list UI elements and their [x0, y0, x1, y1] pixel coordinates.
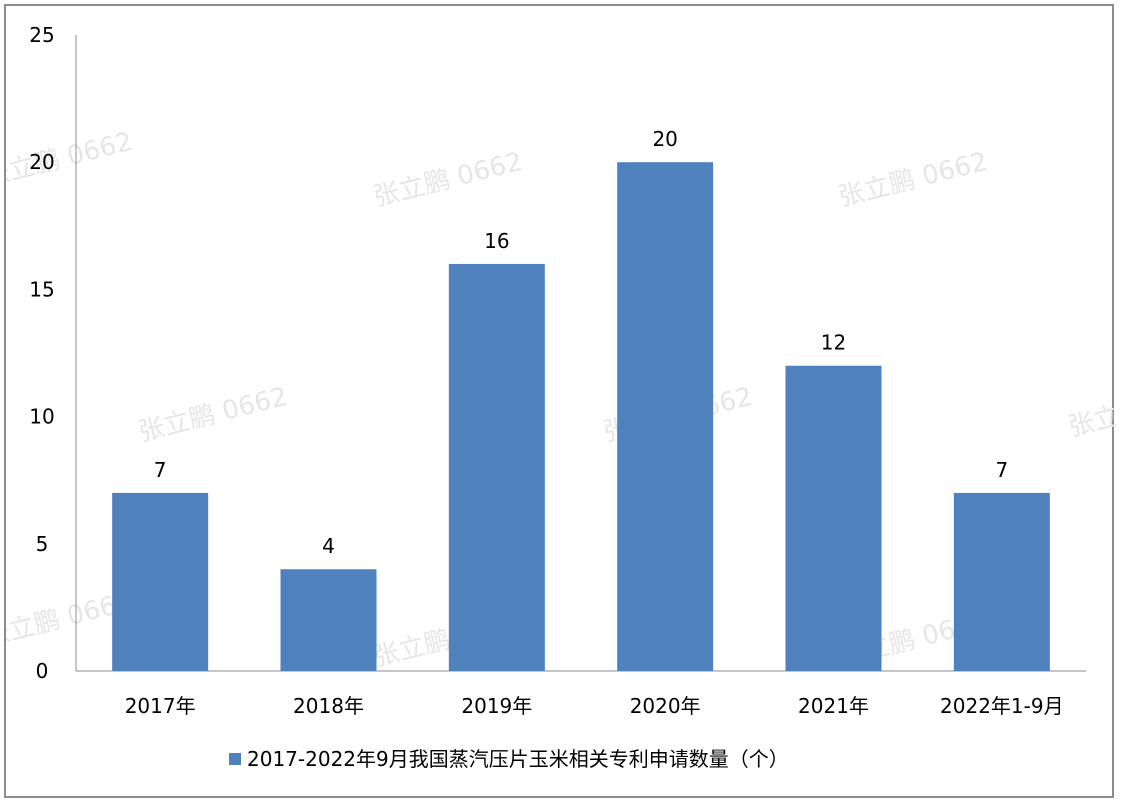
data-label: 7 [154, 458, 167, 482]
y-tick-label: 20 [29, 150, 54, 174]
x-tick-label: 2018年 [293, 694, 364, 718]
data-labels: 7 4 16 20 12 7 [154, 127, 1008, 558]
bar-chart: 张立鹏 0662 张立鹏 0662 张立鹏 0662 张立鹏 0662 张立鹏 0662… [0, 23, 1126, 771]
legend-swatch [229, 753, 241, 765]
watermark-text: 张立鹏 0662 [835, 147, 990, 213]
data-label: 4 [322, 534, 335, 558]
legend: 2017-2022年9月我国蒸汽压片玉米相关专利申请数量（个） [229, 747, 789, 771]
watermark-text: 张立鹏 0662 [1065, 377, 1116, 443]
x-tick-label: 2021年 [798, 694, 869, 718]
bars [112, 162, 1050, 671]
x-tick-label: 2022年1-9月 [940, 694, 1064, 718]
bar [448, 263, 545, 671]
data-label: 16 [484, 229, 509, 253]
x-tick-label: 2020年 [630, 694, 701, 718]
x-tick-label: 2019年 [461, 694, 532, 718]
bar [112, 492, 209, 671]
bar [280, 569, 377, 671]
data-label: 12 [821, 331, 846, 355]
legend-label: 2017-2022年9月我国蒸汽压片玉米相关专利申请数量（个） [247, 747, 789, 771]
bar [953, 492, 1050, 671]
y-tick-label: 15 [29, 277, 54, 301]
chart-frame: 张立鹏 0662 张立鹏 0662 张立鹏 0662 张立鹏 0662 张立鹏 0662… [0, 4, 1126, 798]
axes: 0 5 10 15 20 25 2017年 2018年 2019年 2020年 2021年 2022年… [29, 23, 1086, 718]
data-label: 7 [995, 458, 1008, 482]
y-tick-label: 0 [36, 659, 49, 683]
bar [785, 365, 882, 671]
data-label: 20 [652, 127, 677, 151]
watermark-text: 张立鹏 0662 [370, 147, 525, 213]
x-tick-label: 2017年 [125, 694, 196, 718]
watermark-text: 张立鹏 0662 [6, 127, 136, 193]
y-tick-label: 25 [29, 23, 54, 47]
y-tick-label: 10 [29, 405, 54, 429]
watermark-text: 张立鹏 0662 [135, 382, 290, 448]
y-tick-label: 5 [36, 532, 49, 556]
bar [617, 162, 714, 671]
